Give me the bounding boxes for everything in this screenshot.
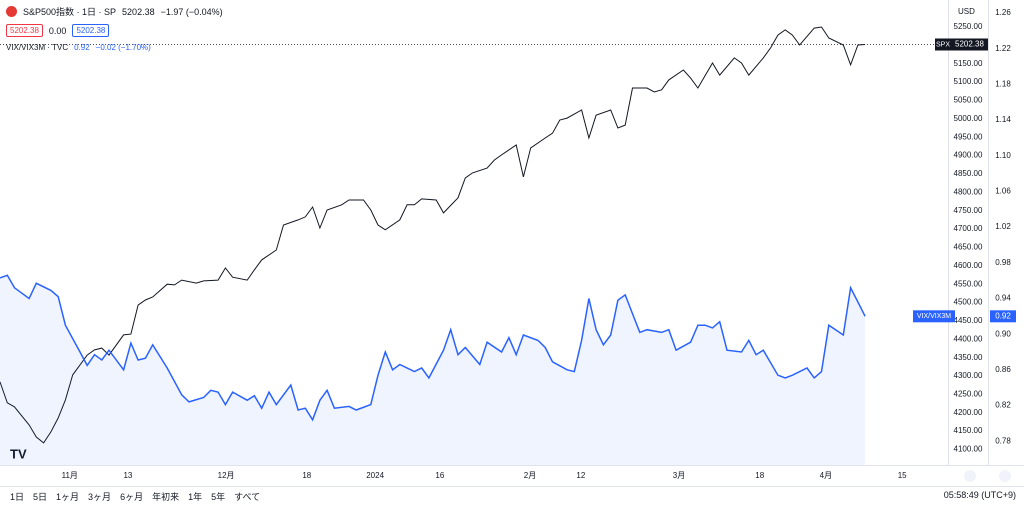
name-tag-label: SPX xyxy=(936,41,950,48)
x-tick-label: 4月 xyxy=(820,471,832,480)
bid-box[interactable]: 5202.38 xyxy=(6,24,43,37)
y-tick-label: 5150.00 xyxy=(954,59,983,68)
price-tag-label: 0.92 xyxy=(995,311,1011,320)
y2-tick-label: 0.78 xyxy=(995,436,1011,445)
series-line xyxy=(0,274,866,422)
range-button[interactable]: 5年 xyxy=(211,492,226,502)
currency: USD xyxy=(958,7,975,16)
y-tick-label: 5050.00 xyxy=(954,96,983,105)
y-tick-label: 5100.00 xyxy=(954,77,983,86)
price-tag-label: 5202.38 xyxy=(955,40,984,49)
legend-change: −1.97 (−0.04%) xyxy=(160,6,223,17)
range-button[interactable]: 5日 xyxy=(33,492,48,502)
y-tick-label: 4650.00 xyxy=(954,243,983,252)
y-tick-label: 4800.00 xyxy=(954,187,983,196)
legend-title[interactable]: VIX/VIX3M · TVC xyxy=(6,43,69,52)
price-tag xyxy=(990,310,1016,323)
legend-main: S&P500指数 · 1日 · SP 5202.38 −1.97 (−0.04%… xyxy=(6,5,223,18)
x-tick-label: 16 xyxy=(435,471,444,480)
y-tick-label: 4600.00 xyxy=(954,261,983,270)
y-tick-label: 4450.00 xyxy=(954,316,983,325)
y2-tick-label: 1.22 xyxy=(995,44,1011,53)
x-tick-label: 11月 xyxy=(62,471,78,480)
y-tick-label: 4100.00 xyxy=(954,445,983,454)
y2-tick-label: 0.86 xyxy=(995,365,1011,374)
name-tag xyxy=(913,310,955,323)
legend-compare: VIX/VIX3M · TVC 0.92 −0.02 (−1.70%) xyxy=(6,43,151,52)
y2-tick-label: 1.06 xyxy=(995,187,1011,196)
y2-tick-label: 0.90 xyxy=(995,329,1011,338)
range-button[interactable]: 3ヶ月 xyxy=(88,492,112,502)
clock: 05:58:49 (UTC+9) xyxy=(943,490,1016,500)
y2-tick-label: 0.98 xyxy=(995,258,1011,267)
legend-close: 5202.38 xyxy=(122,6,155,17)
range-button[interactable]: 1ヶ月 xyxy=(56,492,80,502)
y2-tick-label: 1.10 xyxy=(995,151,1011,160)
x-tick-label: 12月 xyxy=(218,471,235,480)
x-tick-label: 18 xyxy=(755,471,764,480)
y-tick-label: 4950.00 xyxy=(954,132,983,141)
y-tick-label: 4150.00 xyxy=(954,426,983,435)
y-tick-label: 4350.00 xyxy=(954,353,983,362)
x-tick-label: 12 xyxy=(576,471,585,480)
range-button[interactable]: 6ヶ月 xyxy=(120,492,144,502)
y2-tick-label: 1.26 xyxy=(995,8,1011,17)
logo: TV xyxy=(10,446,27,461)
x-tick-label: 3月 xyxy=(673,471,685,480)
range-toolbar: 1日 5日 1ヶ月 3ヶ月 6ヶ月 年初来 1年 5年 すべて xyxy=(10,490,260,503)
y2-tick-label: 1.18 xyxy=(995,79,1011,88)
y-tick-label: 4750.00 xyxy=(954,206,983,215)
legend-quote: 5202.38 0.00 5202.38 xyxy=(6,24,110,37)
x-tick-label: 15 xyxy=(898,471,907,480)
x-tick-label: 18 xyxy=(302,471,311,480)
series-line xyxy=(0,26,866,444)
name-tag xyxy=(935,38,951,51)
y2-tick-label: 1.14 xyxy=(995,115,1011,124)
y2-tick-label: 0.82 xyxy=(995,401,1011,410)
y-tick-label: 4250.00 xyxy=(954,389,983,398)
x-tick-label: 13 xyxy=(123,471,132,480)
y-tick-label: 4900.00 xyxy=(954,151,983,160)
y-tick-label: 4300.00 xyxy=(954,371,983,380)
y2-tick-label: 1.02 xyxy=(995,222,1011,231)
y-tick-label: 5250.00 xyxy=(954,22,983,31)
y-tick-label: 4550.00 xyxy=(954,279,983,288)
y-tick-label: 4500.00 xyxy=(954,298,983,307)
axis-button[interactable] xyxy=(964,470,976,482)
x-tick-label: 2024 xyxy=(366,471,384,480)
price-tag xyxy=(951,38,988,51)
axis-button[interactable] xyxy=(999,470,1011,482)
y-tick-label: 4850.00 xyxy=(954,169,983,178)
y-tick-label: 4700.00 xyxy=(954,224,983,233)
x-tick-label: 2月 xyxy=(524,471,536,480)
symbol-icon xyxy=(6,6,17,17)
legend-value: 0.92 xyxy=(74,43,90,52)
y-tick-label: 5000.00 xyxy=(954,114,983,123)
series-area xyxy=(0,275,866,465)
y-tick-label: 4400.00 xyxy=(954,334,983,343)
range-button[interactable]: 1日 xyxy=(10,492,25,502)
y2-tick-label: 0.94 xyxy=(995,294,1011,303)
range-button[interactable]: 年初来 xyxy=(152,492,180,502)
range-button[interactable]: すべて xyxy=(234,492,261,502)
ask-box[interactable]: 5202.38 xyxy=(72,24,110,37)
name-tag-label: VIX/VIX3M xyxy=(917,313,951,320)
spread: 0.00 xyxy=(48,25,67,36)
legend-change: −0.02 (−1.70%) xyxy=(95,43,151,52)
range-button[interactable]: 1年 xyxy=(188,492,203,502)
y-tick-label: 4200.00 xyxy=(954,408,983,417)
legend-title[interactable]: S&P500指数 · 1日 · SP xyxy=(23,7,117,17)
